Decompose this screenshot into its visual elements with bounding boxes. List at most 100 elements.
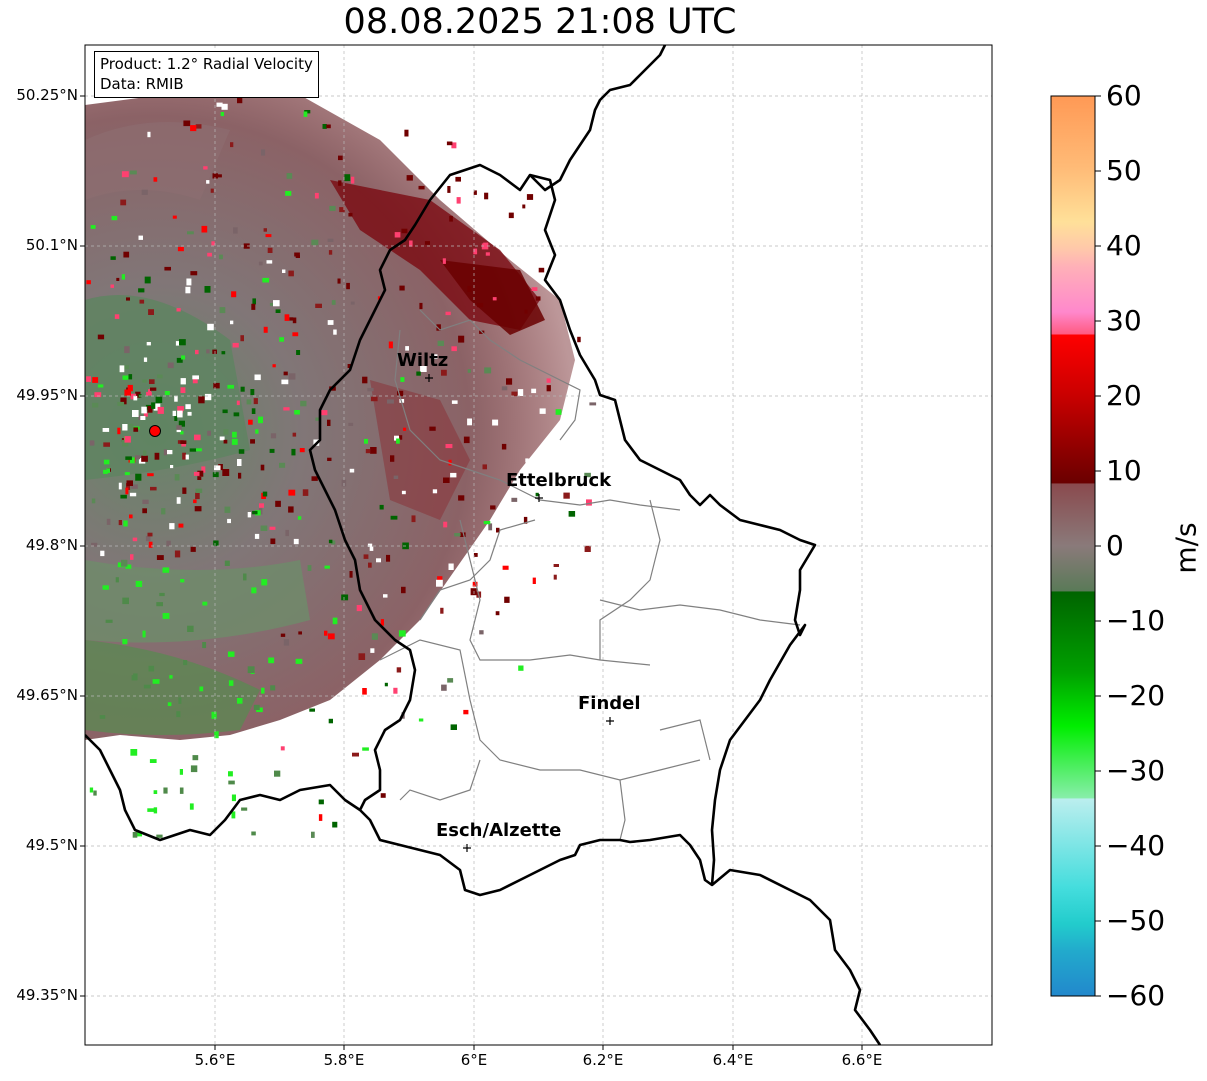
plot-frame [84,44,993,1046]
city-marker-findel [606,717,614,725]
velocity-pixel [321,410,328,416]
velocity-pixel [145,535,151,542]
velocity-pixel [463,436,470,444]
velocity-pixel [177,410,183,418]
velocity-pixel [120,397,127,405]
velocity-pixel [250,389,255,396]
lon-tick-label: 6.6°E [841,1051,883,1069]
velocity-pixel [199,686,204,692]
velocity-pixel [455,176,461,182]
velocity-pixel [349,468,355,473]
velocity-pixel [546,385,551,392]
velocity-pixel [183,660,188,666]
velocity-pixel [255,510,261,516]
velocity-pixel [135,580,143,587]
velocity-pixel [339,207,345,213]
velocity-pixel [394,435,400,441]
velocity-pixel [147,473,154,477]
velocity-pixel [348,212,353,217]
velocity-pixel [240,386,245,392]
velocity-pixel [147,808,155,812]
velocity-pixel [143,357,148,362]
velocity-pixel [424,241,430,245]
velocity-pixel [195,488,203,493]
velocity-pixel [473,553,478,557]
velocity-pixel [201,466,206,473]
velocity-pixel [103,469,108,474]
velocity-pixel [181,355,186,360]
velocity-pixel [128,374,133,380]
velocity-pixel [180,579,185,583]
velocity-pixel [274,770,281,777]
velocity-pixel [314,192,319,199]
velocity-pixel [163,449,167,456]
velocity-pixel [362,376,368,384]
velocity-pixel [123,251,130,258]
velocity-pixel [143,412,148,417]
velocity-pixel [223,439,228,444]
velocity-pixel [155,396,163,403]
velocity-pixel [399,285,405,291]
velocity-pixel [150,387,157,391]
velocity-pixel [338,180,342,186]
velocity-pixel [370,648,375,653]
velocity-pixel [351,176,355,184]
velocity-pixel [260,525,268,531]
lon-tick-label: 5.8°E [323,1051,365,1069]
velocity-pixel [376,558,381,563]
velocity-pixel [429,426,436,431]
velocity-pixel [401,490,406,495]
velocity-pixel [121,274,125,280]
velocity-pixel [119,365,125,373]
velocity-pixel [403,427,407,431]
velocity-pixel [174,416,178,421]
velocity-pixel [187,411,192,416]
velocity-pixel [273,300,280,307]
velocity-pixel [106,468,110,473]
velocity-pixel [288,270,294,277]
velocity-pixel [115,577,119,583]
velocity-pixel [288,489,296,496]
velocity-pixel [269,526,276,530]
velocity-pixel [252,510,258,515]
velocity-pixel [436,579,443,587]
velocity-pixel [170,465,174,469]
radar-site-marker [149,425,161,437]
velocity-pixel [128,423,134,429]
velocity-pixel [363,554,369,559]
velocity-pixel [283,407,290,411]
velocity-pixel [436,324,441,331]
velocity-pixel [586,499,592,506]
velocity-pixel [148,541,153,548]
velocity-pixel [367,543,373,547]
velocity-pixel [362,747,369,751]
velocity-pixel [292,317,297,324]
city-markers [425,374,614,852]
velocity-pixel [451,400,458,404]
velocity-pixel [237,96,243,104]
velocity-pixel [216,102,223,107]
velocity-pixel [294,252,300,257]
velocity-pixel [311,239,319,246]
velocity-pixel [254,533,260,539]
velocity-pixel [132,832,138,838]
velocity-pixel [535,492,539,497]
velocity-pixel [180,387,186,393]
velocity-pixel [458,495,465,501]
velocity-pixel [270,538,276,544]
velocity-pixel [247,666,255,674]
velocity-pixel [174,395,178,402]
velocity-pixel [125,564,132,569]
lat-tick-label: 49.35°N [16,986,78,1004]
velocity-pixel [329,205,336,211]
velocity-pixel [535,296,541,301]
velocity-pixel [280,633,286,637]
velocity-pixel [176,308,181,312]
velocity-pixel [118,482,122,490]
velocity-pixel [203,166,208,170]
velocity-pixel [450,724,457,730]
velocity-pixel [92,402,99,408]
velocity-pixel [211,241,215,246]
colorbar-tick-label: 40 [1106,229,1142,262]
velocity-pixel [221,103,228,110]
